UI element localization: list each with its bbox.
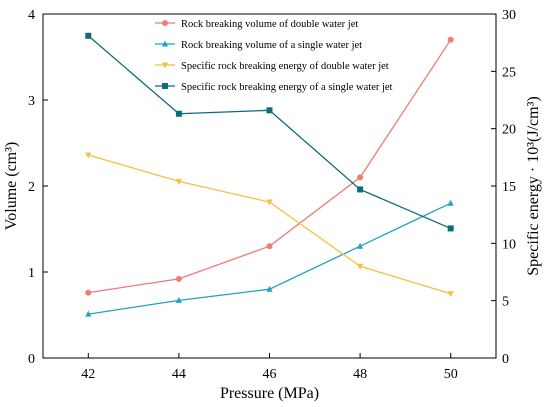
series-line [88,154,451,295]
series-layer [85,32,454,317]
legend-label: Specific rock breaking energy of double … [181,61,389,72]
legend-label: Specific rock breaking energy of a singl… [181,82,393,93]
data-point [266,243,273,250]
legend-label: Rock breaking volume of a single water j… [181,40,362,51]
x-tick-label: 50 [444,367,458,382]
data-point [162,40,168,47]
data-point [447,225,454,232]
x-tick-label: 46 [263,367,277,382]
data-point [162,20,168,26]
axes-layer: 42 44 46 48 50 0 1 2 3 4 0 5 10 15 20 25 30 [28,8,516,382]
series-line [88,202,451,315]
data-point [357,242,364,249]
legend-item: Specific rock breaking energy of a singl… [155,82,393,93]
data-point [85,32,92,39]
y-left-tick-label: 2 [28,180,35,195]
data-point [175,275,182,282]
y-right-tick-label: 15 [502,180,516,195]
y-left-tick-label: 0 [28,352,35,367]
series-2 [85,199,454,317]
data-point [447,291,454,298]
data-point [162,83,168,89]
data-point [175,178,182,185]
data-point [266,107,273,114]
y-right-tick-label: 0 [502,352,509,367]
x-tick-label: 48 [353,367,367,382]
y-left-tick-label: 1 [28,266,35,281]
y-right-tick-label: 10 [502,237,516,252]
data-point [266,285,273,292]
x-tick-label: 44 [172,367,186,382]
data-point [266,199,273,206]
series-3 [85,152,454,298]
data-point [357,186,364,193]
y-left-tick-label: 4 [28,8,35,23]
series-line [88,39,452,294]
data-point [85,289,92,296]
series-4 [85,32,454,232]
x-axis-title: Pressure (MPa) [220,385,319,402]
y-right-tick-label: 30 [502,8,516,23]
y-right-tick-label: 20 [502,123,516,138]
series-1 [85,36,454,296]
y-left-tick-label: 3 [28,94,35,109]
data-point [175,296,182,303]
data-point [357,174,364,181]
legend-item: Specific rock breaking energy of double … [155,61,389,72]
data-point [447,36,454,43]
data-point [175,110,182,117]
legend-item: Rock breaking volume of a single water j… [155,40,362,51]
legend-label: Rock breaking volume of double water jet [181,19,358,30]
legend-item: Rock breaking volume of double water jet [155,19,358,30]
x-tick-label: 42 [81,367,95,382]
data-point [162,62,168,69]
y-right-tick-label: 25 [502,65,516,80]
y-axis-right-title: Specific energy · 10³(J/cm³) [525,96,542,275]
data-point [357,263,364,270]
y-right-tick-label: 5 [502,295,509,310]
y-axis-left-title: Volume (cm³) [3,142,20,230]
data-point [447,199,454,206]
data-point [85,310,92,317]
legend: Rock breaking volume of double water jet… [155,19,393,93]
data-point [85,152,92,159]
